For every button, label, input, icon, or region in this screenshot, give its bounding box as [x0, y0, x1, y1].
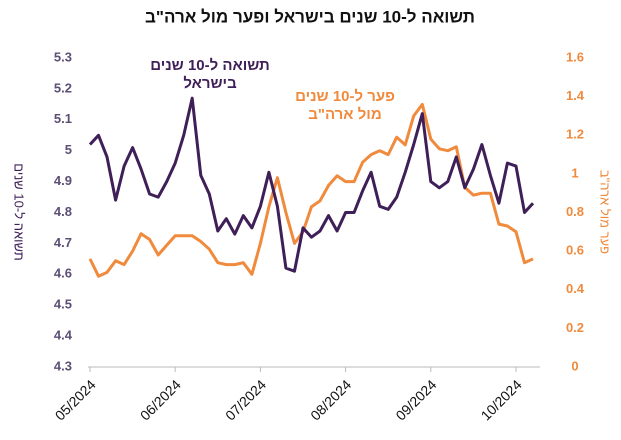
y-tick-label: 4.7 [54, 235, 72, 250]
annotation: תשואה ל-10 שנים [150, 57, 270, 74]
y2-tick-label: 0.6 [566, 243, 584, 258]
y-tick-label: 4.5 [54, 297, 72, 312]
x-tick-label: 08/2024 [307, 376, 354, 423]
x-tick-label: 07/2024 [222, 376, 269, 423]
y2-tick-label: 1.6 [566, 49, 584, 64]
y-tick-label: 5.2 [54, 80, 72, 95]
y-tick-label: 4.3 [54, 358, 72, 373]
y-tick-label: 4.8 [54, 204, 72, 219]
annotation: פער ל-10 שנים [295, 88, 395, 105]
y2-axis-label: פער מול ארה"ב [598, 170, 613, 254]
y-tick-label: 5 [65, 142, 72, 157]
y2-tick-label: 0.4 [566, 281, 585, 296]
data-line [88, 102, 534, 278]
y-axis-label: תשואה ל-10 שנים [12, 163, 27, 260]
chart-title: תשואה ל-10 שנים בישראל ופער מול ארה"ב [145, 7, 475, 26]
y2-tick-label: 1 [571, 165, 578, 180]
y2-tick-label: 0.8 [566, 204, 584, 219]
y-tick-label: 5.1 [54, 111, 72, 126]
y-tick-label: 4.4 [54, 328, 73, 343]
x-tick-label: 10/2024 [478, 376, 525, 423]
y2-tick-label: 1.2 [566, 127, 584, 142]
data-line [88, 96, 535, 273]
x-tick-label: 05/2024 [52, 376, 99, 423]
x-tick-label: 06/2024 [137, 376, 184, 423]
y2-tick-label: 1.4 [566, 88, 585, 103]
y-tick-label: 5.3 [54, 49, 72, 64]
y2-tick-label: 0.2 [566, 320, 584, 335]
x-tick-label: 09/2024 [392, 376, 439, 423]
annotation: בישראל [183, 75, 237, 92]
annotation: מול ארה"ב [308, 106, 381, 123]
y-tick-label: 4.9 [54, 173, 72, 188]
y-tick-label: 4.6 [54, 266, 72, 281]
y2-tick-label: 0 [571, 358, 578, 373]
